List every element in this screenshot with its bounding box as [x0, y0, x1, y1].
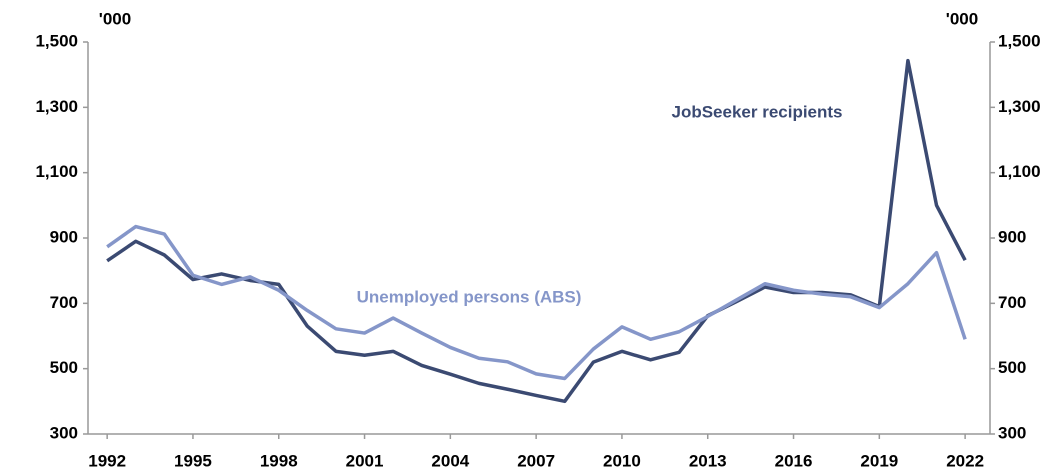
x-tick-label: 2022 [946, 451, 984, 470]
x-tick-label: 1992 [88, 451, 126, 470]
y-tick-label: 300 [50, 423, 78, 442]
x-tick-label: 2013 [689, 451, 727, 470]
y-tick-label: 900 [50, 227, 78, 246]
x-tick-label: 2016 [775, 451, 813, 470]
y2-tick-label: 300 [998, 423, 1026, 442]
x-tick-label: 2004 [431, 451, 469, 470]
y2-tick-label: 700 [998, 293, 1026, 312]
x-tick-label: 2010 [603, 451, 641, 470]
series-line [106, 224, 967, 381]
y2-tick-label: 500 [998, 358, 1026, 377]
y-tick-label: 1,300 [35, 97, 78, 116]
x-tick-label: 1995 [174, 451, 212, 470]
y-tick-label: 500 [50, 358, 78, 377]
y2-tick-label: 900 [998, 227, 1026, 246]
y-tick-label: 1,100 [35, 162, 78, 181]
y2-axis-unit: '000 [946, 9, 978, 28]
y2-tick-label: 1,300 [998, 97, 1041, 116]
x-tick-label: 2019 [860, 451, 898, 470]
x-tick-label: 2007 [517, 451, 555, 470]
y2-tick-label: 1,500 [998, 31, 1041, 50]
y-tick-label: 700 [50, 293, 78, 312]
series-label: JobSeeker recipients [671, 102, 842, 121]
series-label: Unemployed persons (ABS) [357, 287, 582, 306]
x-tick-label: 1998 [260, 451, 298, 470]
x-tick-label: 2001 [346, 451, 384, 470]
y-axis-unit: '000 [99, 9, 131, 28]
y2-tick-label: 1,100 [998, 162, 1041, 181]
y-tick-label: 1,500 [35, 31, 78, 50]
